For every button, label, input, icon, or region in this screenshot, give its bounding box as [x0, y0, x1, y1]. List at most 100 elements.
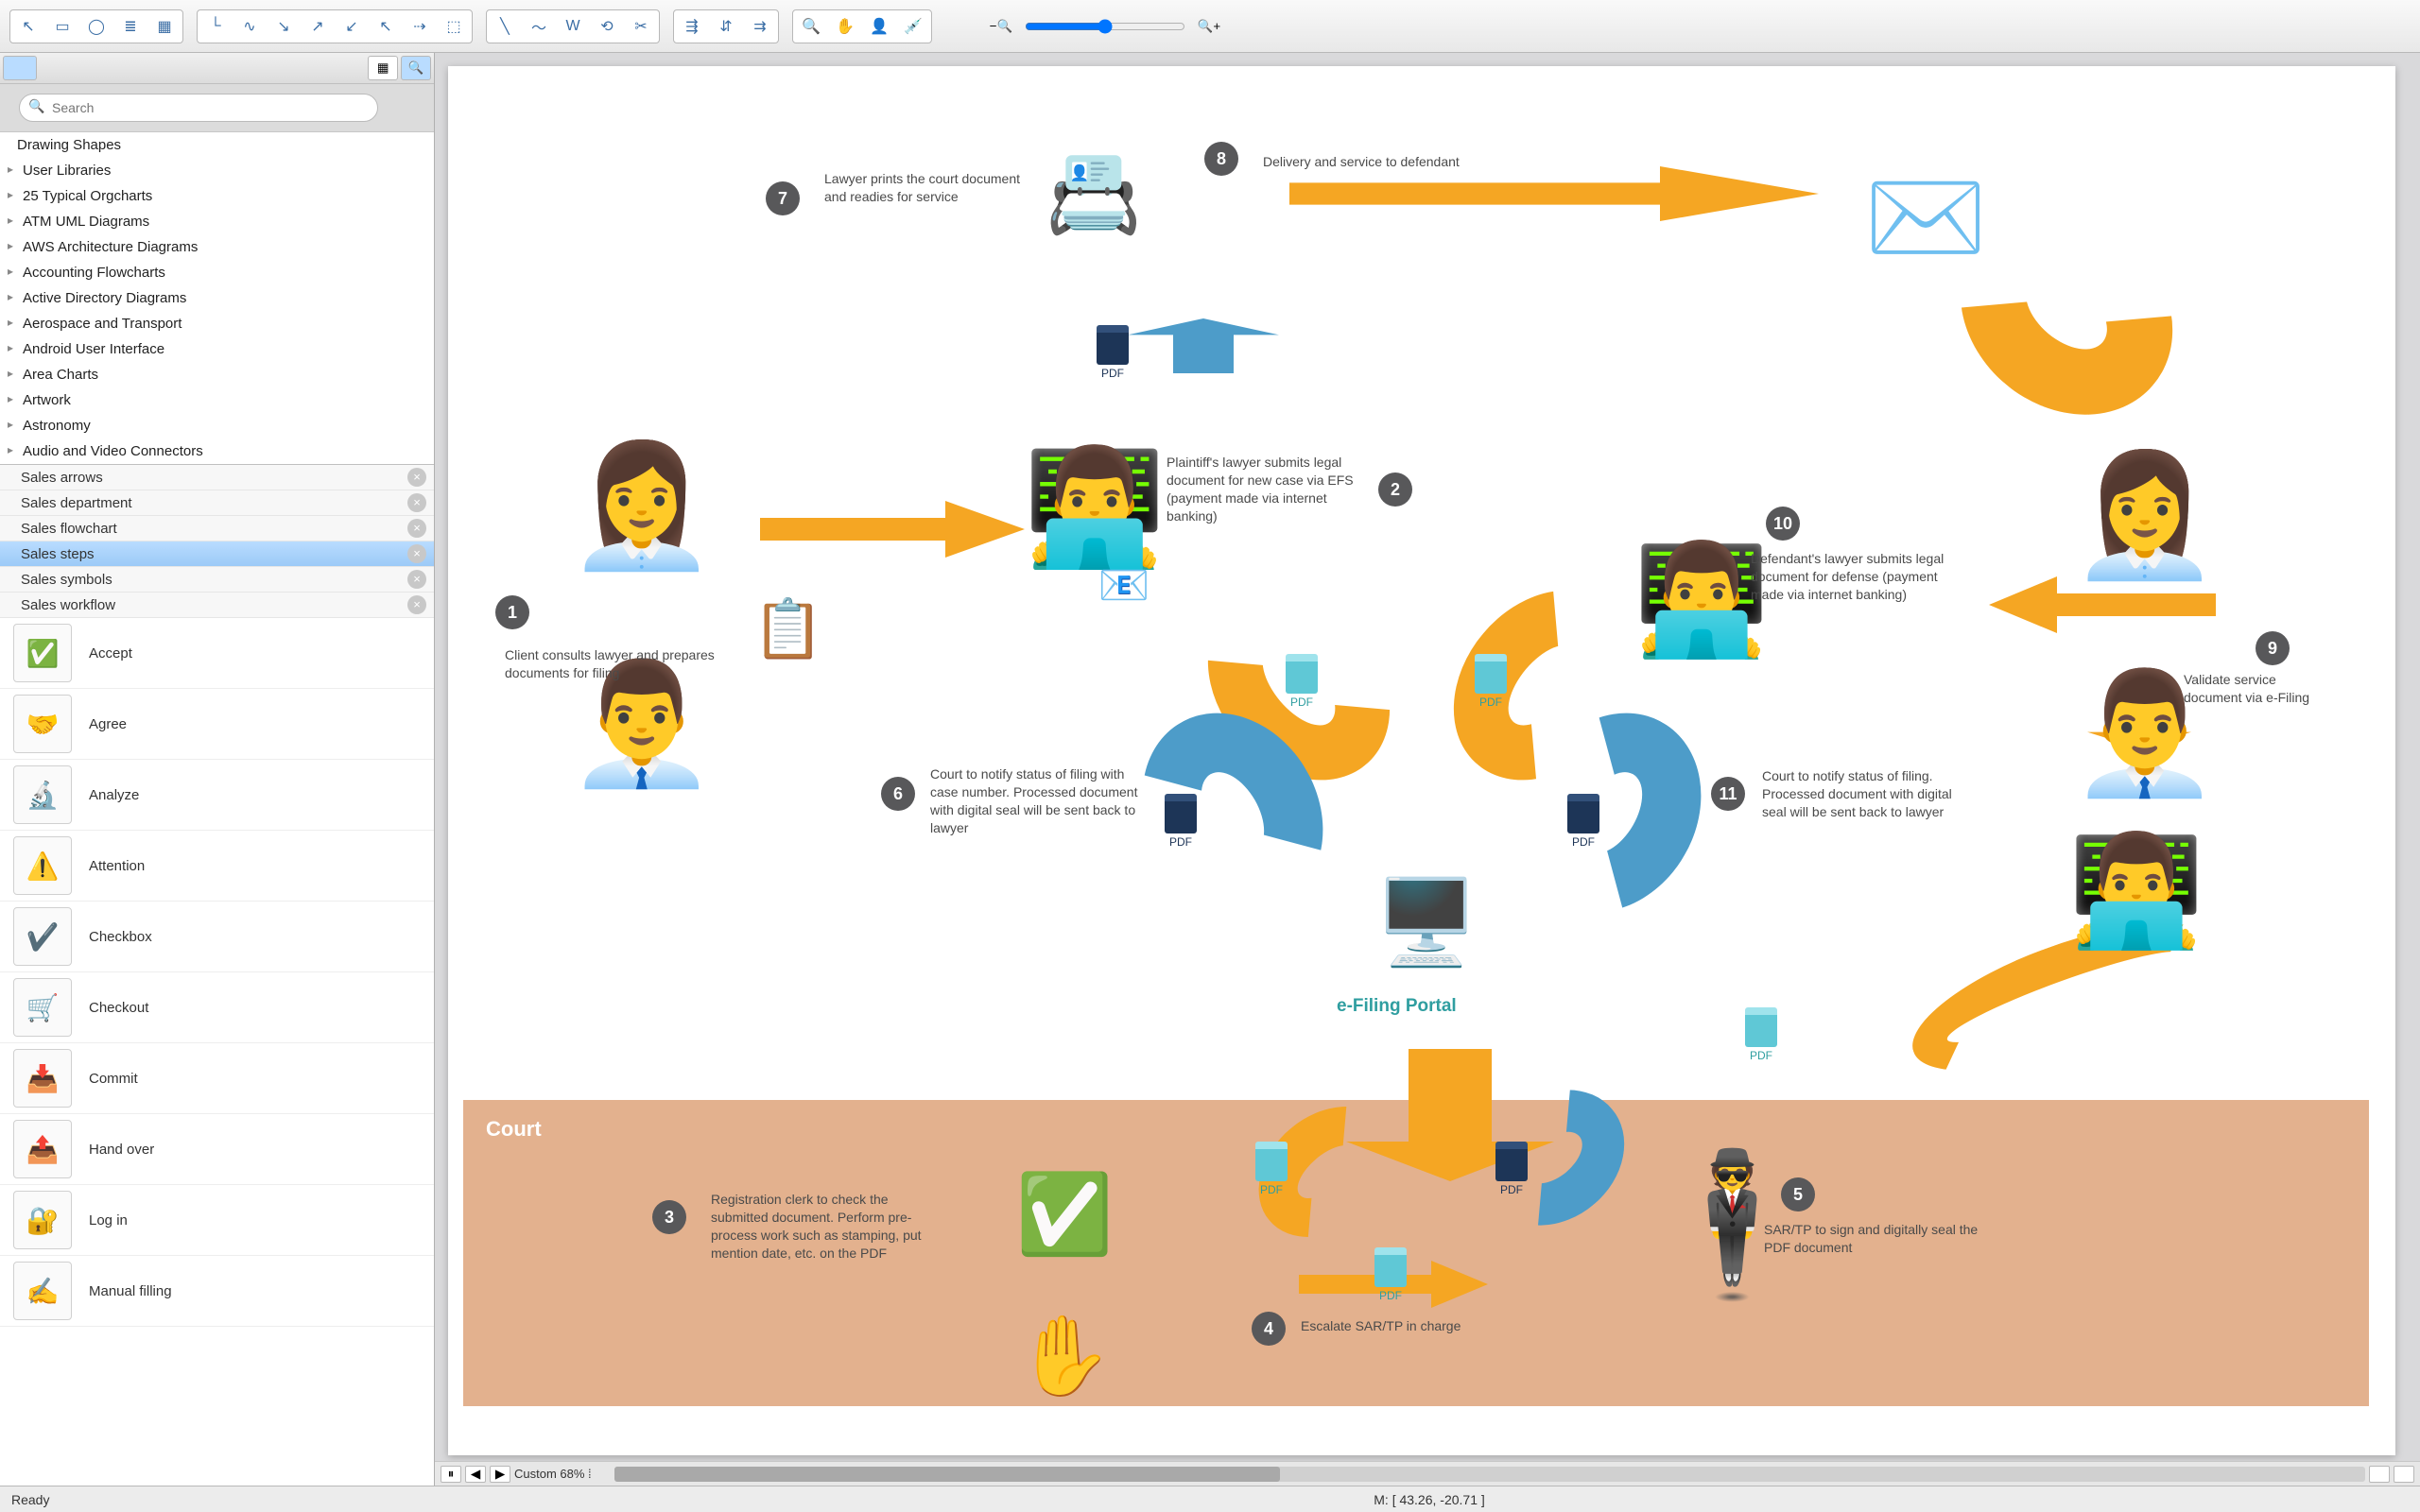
zoom-fit-button[interactable]: 🔍 — [795, 12, 827, 41]
path-close-button[interactable]: ⟲ — [591, 12, 623, 41]
connector-1-button[interactable]: ↘ — [268, 12, 300, 41]
auto-layout-2-button[interactable]: ⇵ — [710, 12, 742, 41]
library-tree-item[interactable]: ATM UML Diagrams — [0, 209, 434, 234]
library-tree-item[interactable]: Astronomy — [0, 413, 434, 438]
main-split: ▦ 🔍 Drawing ShapesUser Libraries25 Typic… — [0, 53, 2420, 1486]
shapes-list[interactable]: ✅Accept🤝Agree🔬Analyze⚠️Attention✔️Checkb… — [0, 618, 434, 1486]
shape-row[interactable]: 📤Hand over — [0, 1114, 434, 1185]
step-description: Escalate SAR/TP in charge — [1301, 1317, 1509, 1335]
shape-row[interactable]: 🔬Analyze — [0, 760, 434, 831]
horizontal-scrollbar[interactable] — [614, 1467, 2365, 1482]
close-icon[interactable]: × — [407, 468, 426, 487]
library-tree-item[interactable]: Audio and Video Connectors — [0, 438, 434, 464]
close-icon[interactable]: × — [407, 544, 426, 563]
open-library-label: Sales steps — [21, 546, 95, 562]
zoom-slider[interactable] — [1025, 19, 1185, 34]
line-curve-button[interactable]: ∿ — [233, 12, 266, 41]
illustration-laptop-user: 👨‍💻 — [2042, 792, 2231, 990]
library-tree-item[interactable]: User Libraries — [0, 158, 434, 183]
drawing-canvas[interactable]: Court👩‍💼👨‍💼👨‍💻👨‍💻👩‍💼👨‍💼👨‍💻🕴️✅✋📇✉️📧📋🖥️e-F… — [448, 66, 2395, 1455]
shape-label: Log in — [89, 1212, 128, 1228]
stamp-button[interactable]: 👤 — [863, 12, 895, 41]
open-libraries[interactable]: Sales arrows×Sales department×Sales flow… — [0, 464, 434, 618]
illustration-typewriter: 📇 — [1023, 123, 1165, 265]
shape-thumb-icon: ✔️ — [13, 907, 72, 966]
ellipse-button[interactable]: ◯ — [80, 12, 112, 41]
auto-layout-1-button[interactable]: ⇶ — [676, 12, 708, 41]
pan-button[interactable]: ✋ — [829, 12, 861, 41]
open-library-row[interactable]: Sales steps × — [0, 541, 434, 567]
illustration-couple-talk: 👩‍💼👨‍💼 — [2046, 406, 2244, 624]
line-elbow-button[interactable]: └ — [199, 12, 232, 41]
pointer-button[interactable]: ↖ — [12, 12, 44, 41]
dock-right-button[interactable] — [2394, 1466, 2414, 1483]
shape-label: Attention — [89, 858, 145, 874]
shape-row[interactable]: ✅Accept — [0, 618, 434, 689]
pause-button[interactable]: ⏸ — [441, 1466, 461, 1483]
open-library-row[interactable]: Sales workflow × — [0, 593, 434, 618]
path-line-button[interactable]: ╲ — [489, 12, 521, 41]
scroll-thumb[interactable] — [614, 1467, 1280, 1482]
connector-5-button[interactable]: ⇢ — [404, 12, 436, 41]
sidebar-search-row — [0, 84, 434, 132]
search-input[interactable] — [19, 94, 378, 122]
open-library-row[interactable]: Sales flowchart× — [0, 516, 434, 541]
open-library-row[interactable]: Sales symbols× — [0, 567, 434, 593]
shape-row[interactable]: 📥Commit — [0, 1043, 434, 1114]
search-view-button[interactable]: 🔍 — [401, 56, 431, 80]
zoom-combo[interactable]: Custom 68% ⁞ — [514, 1467, 592, 1481]
path-scissors-button[interactable]: ✂ — [625, 12, 657, 41]
close-icon[interactable]: × — [407, 519, 426, 538]
table-button[interactable]: ▦ — [148, 12, 181, 41]
library-tree-item[interactable]: 25 Typical Orgcharts — [0, 183, 434, 209]
shape-row[interactable]: 🤝Agree — [0, 689, 434, 760]
library-tree-item[interactable]: Accounting Flowcharts — [0, 260, 434, 285]
step-badge: 7 — [766, 181, 800, 215]
text-button[interactable]: ≣ — [114, 12, 147, 41]
shape-row[interactable]: ✔️Checkbox — [0, 902, 434, 972]
dock-left-button[interactable] — [2369, 1466, 2390, 1483]
open-library-row[interactable]: Sales department× — [0, 490, 434, 516]
top-toolbar: ↖▭◯≣▦└∿↘↗↙↖⇢⬚╲〜W⟲✂⇶⇵⇉🔍✋👤💉 −🔍 🔍+ — [0, 0, 2420, 53]
page-prev-button[interactable]: ◀ — [465, 1466, 486, 1483]
library-tree-item[interactable]: Aerospace and Transport — [0, 311, 434, 336]
library-tree-item[interactable]: Area Charts — [0, 362, 434, 387]
library-tree-item[interactable]: Active Directory Diagrams — [0, 285, 434, 311]
zoom-combo-stepper[interactable]: ⁞ — [588, 1467, 592, 1481]
grid-view-button[interactable]: ▦ — [368, 56, 398, 80]
shape-row[interactable]: 🛒Checkout — [0, 972, 434, 1043]
page-next-button[interactable]: ▶ — [490, 1466, 510, 1483]
library-tree-item[interactable]: Artwork — [0, 387, 434, 413]
shape-row[interactable]: 🔐Log in — [0, 1185, 434, 1256]
shape-label: Agree — [89, 716, 127, 732]
eyedropper-button[interactable]: 💉 — [897, 12, 929, 41]
canvas-viewport[interactable]: Court👩‍💼👨‍💼👨‍💻👨‍💻👩‍💼👨‍💼👨‍💻🕴️✅✋📇✉️📧📋🖥️e-F… — [435, 53, 2420, 1486]
close-icon[interactable]: × — [407, 595, 426, 614]
library-tree-item[interactable]: Drawing Shapes — [0, 132, 434, 158]
zoom-out-icon[interactable]: −🔍 — [985, 12, 1017, 41]
close-icon[interactable]: × — [407, 570, 426, 589]
close-icon[interactable]: × — [407, 493, 426, 512]
library-tree-item[interactable]: Android User Interface — [0, 336, 434, 362]
shape-row[interactable]: ⚠️Attention — [0, 831, 434, 902]
zoom-in-icon[interactable]: 🔍+ — [1193, 12, 1225, 41]
connector-4-button[interactable]: ↖ — [370, 12, 402, 41]
connector-2-button[interactable]: ↗ — [302, 12, 334, 41]
sidebar: ▦ 🔍 Drawing ShapesUser Libraries25 Typic… — [0, 53, 435, 1486]
shape-row[interactable]: ✍️Manual filling — [0, 1256, 434, 1327]
path-poly-button[interactable]: W — [557, 12, 589, 41]
rect-button[interactable]: ▭ — [46, 12, 78, 41]
illustration-mail-open: 📧 — [1072, 548, 1176, 624]
insert-button[interactable]: ⬚ — [438, 12, 470, 41]
open-library-row[interactable]: Sales arrows× — [0, 465, 434, 490]
library-tree-mode-button[interactable] — [3, 56, 37, 80]
auto-layout-3-button[interactable]: ⇉ — [744, 12, 776, 41]
path-curve-button[interactable]: 〜 — [523, 12, 555, 41]
shape-thumb-icon: 📥 — [13, 1049, 72, 1108]
shape-thumb-icon: 🔬 — [13, 765, 72, 824]
library-tree-item[interactable]: AWS Architecture Diagrams — [0, 234, 434, 260]
connector-3-button[interactable]: ↙ — [336, 12, 368, 41]
library-tree[interactable]: Drawing ShapesUser Libraries25 Typical O… — [0, 132, 434, 464]
step-badge: 9 — [2256, 631, 2290, 665]
open-library-label: Sales workflow — [21, 597, 115, 613]
